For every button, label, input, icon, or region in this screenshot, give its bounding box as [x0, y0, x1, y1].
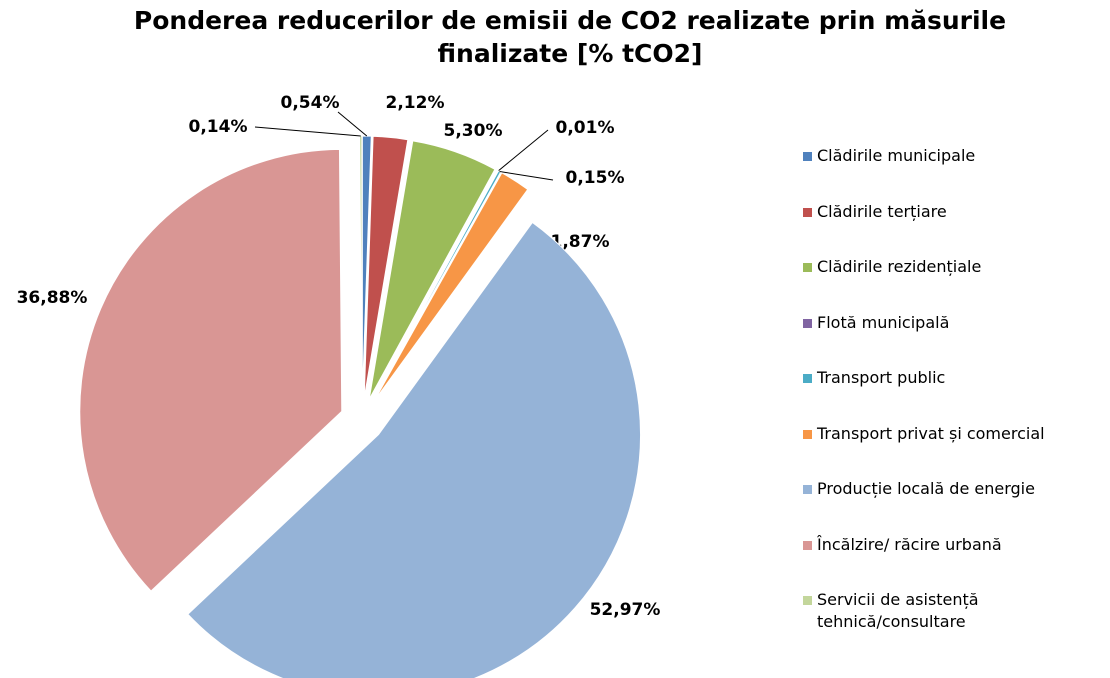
legend-swatch — [803, 263, 812, 272]
data-label: 2,12% — [386, 93, 445, 113]
legend-swatch — [803, 429, 812, 439]
legend-swatch — [803, 318, 812, 328]
legend-label: Transport privat și comercial — [817, 423, 1045, 443]
legend-label: Clădirile municipale — [817, 146, 976, 165]
pie-slice — [187, 221, 641, 678]
pie-slice — [79, 148, 343, 592]
data-label: 1,87% — [551, 232, 610, 252]
legend-label: Transport public — [817, 368, 946, 387]
legend-label: Flotă municipală — [817, 312, 950, 332]
legend-label: Clădirile rezidențiale — [817, 257, 982, 276]
legend-label: Producție locală de energie — [817, 479, 1035, 498]
pie-slice — [363, 135, 409, 399]
legend-swatch — [803, 374, 812, 383]
data-label: 36,88% — [17, 288, 88, 308]
legend-swatch — [803, 540, 812, 550]
pie-slice — [359, 135, 363, 399]
legend-swatch — [803, 152, 812, 161]
data-label: 52,97% — [590, 600, 661, 620]
data-label: 0,54% — [281, 93, 340, 113]
legend-label: Servicii de asistență tehnică/consultare — [817, 590, 979, 631]
leader-line — [497, 129, 549, 172]
pie-slice — [373, 172, 529, 402]
leader-line — [254, 126, 361, 137]
data-label: 5,30% — [444, 121, 503, 141]
leader-line — [337, 111, 368, 137]
legend-label: Clădirile terțiare — [817, 201, 947, 221]
legend-label: Încălzire/ răcire urbană — [817, 534, 1002, 554]
legend-swatch — [803, 596, 812, 605]
pie-slice — [368, 140, 496, 400]
data-label: 0,01% — [556, 118, 615, 138]
legend-swatch — [803, 207, 812, 217]
legend-swatch — [803, 485, 812, 494]
data-label: 0,15% — [566, 168, 625, 188]
data-label: 0,14% — [189, 117, 248, 137]
leader-line — [499, 171, 554, 181]
chart-title: Ponderea reducerilor de emisii de CO2 re… — [133, 6, 1007, 68]
